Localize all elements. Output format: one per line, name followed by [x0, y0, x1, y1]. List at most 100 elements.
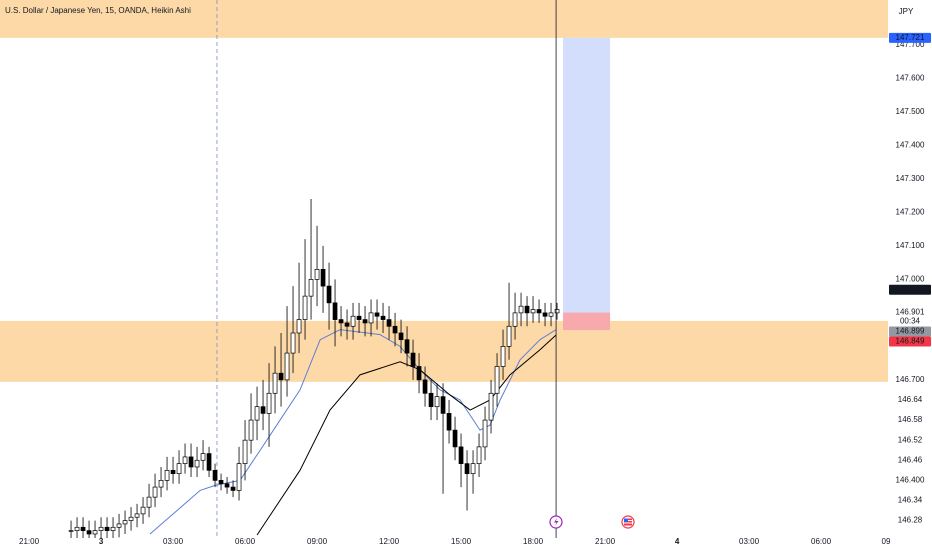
candle-body	[464, 463, 470, 475]
candle-body	[68, 530, 74, 532]
candle-body	[230, 486, 236, 491]
candle-body	[368, 312, 374, 324]
event-icon[interactable]	[549, 515, 563, 529]
y-tick-label: 147.300	[896, 174, 925, 183]
candle-body	[164, 469, 170, 481]
candle-body	[260, 406, 266, 414]
x-tick-label: 09:00	[307, 537, 328, 546]
candle-body	[284, 352, 290, 381]
candle-body	[410, 352, 416, 367]
candle-body	[80, 526, 86, 531]
candle-body	[458, 446, 464, 464]
candle-body	[470, 463, 476, 475]
y-tick-label: 146.28	[898, 516, 923, 525]
position-loss	[563, 312, 611, 330]
candle-body	[278, 372, 284, 381]
candle-body	[380, 315, 386, 320]
candle-body	[332, 302, 338, 320]
candle-body	[548, 312, 554, 317]
y-tick-label: 146.58	[898, 415, 923, 424]
y-tick-label: 147.200	[896, 207, 925, 216]
candle-body	[416, 366, 422, 381]
candle-body	[218, 480, 224, 485]
candle-body	[236, 463, 242, 491]
candle-body	[212, 469, 218, 481]
candle-body	[500, 346, 506, 367]
candle-body	[104, 526, 110, 531]
candle-body	[494, 366, 500, 394]
candle-body	[128, 516, 134, 521]
price-label-text: 146.849	[896, 337, 925, 346]
moving-average	[149, 329, 557, 535]
supply-demand-zone	[0, 0, 888, 38]
x-tick-label: 12:00	[379, 537, 400, 546]
y-tick-label: 146.64	[898, 395, 923, 404]
candle-body	[206, 453, 212, 471]
x-tick-label: 06:00	[811, 537, 832, 546]
candle-body	[170, 469, 176, 475]
candle-body	[482, 419, 488, 448]
candle-body	[296, 319, 302, 334]
candle-body	[338, 319, 344, 324]
candle-body	[152, 486, 158, 498]
plot-area	[0, 0, 888, 545]
candle-body	[404, 339, 410, 354]
candle-body	[176, 463, 182, 475]
x-tick-label: 3	[99, 537, 104, 546]
candle-body	[266, 392, 272, 414]
candle-body	[356, 315, 362, 320]
candle-body	[158, 480, 164, 488]
price-label	[889, 336, 931, 347]
candle-body	[320, 268, 326, 287]
candle-body	[344, 322, 350, 327]
candle-body	[554, 309, 560, 314]
candle-body	[434, 396, 440, 408]
candle-body	[200, 453, 206, 461]
candle-body	[98, 526, 104, 531]
candle-body	[362, 319, 368, 324]
candle-body	[140, 506, 146, 515]
time-axis-panel	[0, 538, 888, 550]
price-label-text: 146.969	[896, 285, 925, 294]
x-tick-label: 18:00	[523, 537, 544, 546]
candle-body	[452, 429, 458, 448]
candle-body	[254, 406, 260, 421]
candle-body	[272, 372, 278, 394]
price-label-text: 146.901	[896, 308, 925, 317]
y-tick-label: 147.700	[896, 40, 925, 49]
candle-body	[92, 530, 98, 535]
candle-body	[386, 319, 392, 327]
candle-body	[146, 496, 152, 508]
candle-body	[74, 526, 80, 531]
currency-label: JPY	[899, 7, 914, 16]
economic-event-icon[interactable]	[621, 515, 635, 529]
chart-title: U.S. Dollar / Japanese Yen, 15, OANDA, H…	[5, 6, 191, 15]
candle-body	[308, 279, 314, 297]
candle-body	[506, 325, 512, 347]
candle-body	[326, 285, 332, 304]
y-tick-label: 146.400	[896, 475, 925, 484]
supply-demand-zone	[0, 320, 888, 382]
price-label	[889, 326, 931, 337]
candle-body	[116, 523, 122, 528]
candle-body	[194, 459, 200, 468]
x-tick-label: 21:00	[19, 537, 40, 546]
candle-body	[398, 332, 404, 341]
moving-average	[256, 334, 557, 536]
x-tick-label: 4	[675, 537, 680, 546]
candle-body	[422, 379, 428, 394]
candle-body	[440, 396, 446, 414]
y-tick-label: 146.46	[898, 455, 923, 464]
y-tick-label: 146.700	[896, 375, 925, 384]
y-tick-label: 146.34	[898, 496, 923, 505]
price-label	[889, 284, 931, 295]
candle-body	[536, 309, 542, 314]
candle-body	[224, 483, 230, 488]
candle-body	[248, 419, 254, 441]
x-tick-label: 09	[882, 537, 891, 546]
x-tick-label: 03:00	[163, 537, 184, 546]
candle-body	[446, 413, 452, 431]
candle-body	[134, 513, 140, 518]
candle-body	[374, 312, 380, 317]
